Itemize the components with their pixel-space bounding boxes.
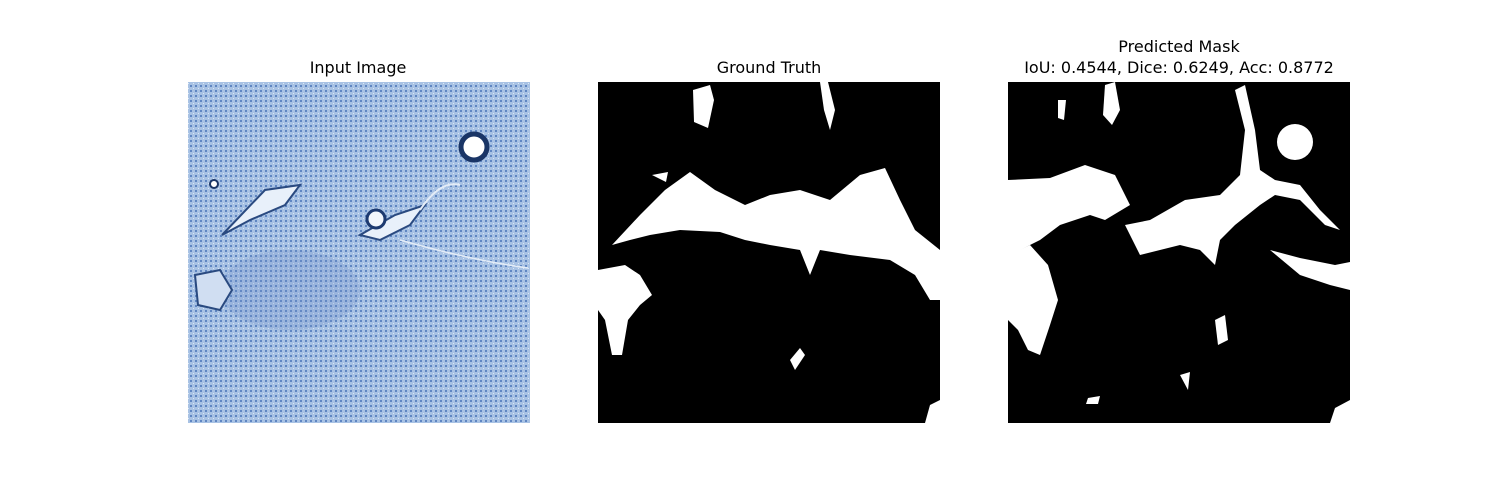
input-image	[188, 82, 530, 423]
panel-title: Input Image	[310, 58, 407, 77]
ground-truth-mask	[598, 82, 940, 423]
panel-title: Ground Truth	[717, 58, 822, 77]
panel-title-line: Predicted Mask	[1118, 37, 1240, 56]
panel-metrics: IoU: 0.4544, Dice: 0.6249, Acc: 0.8772	[1024, 58, 1334, 77]
predicted-mask	[1008, 82, 1350, 423]
